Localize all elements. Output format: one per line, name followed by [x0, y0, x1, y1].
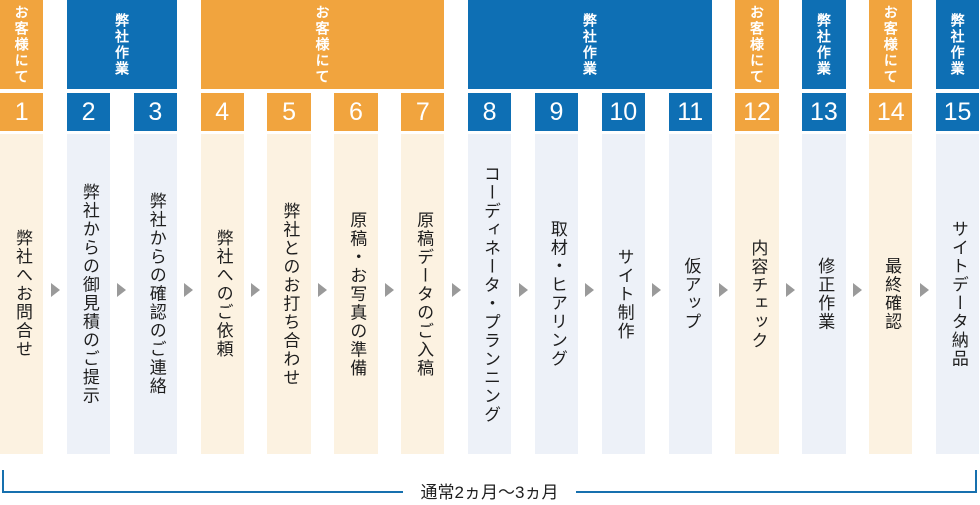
group-header-5: お客様にて	[735, 0, 779, 89]
step-label-column: サイト制作	[601, 134, 645, 454]
step-label-column: 弊社へお問合せ	[0, 134, 44, 454]
step-label: 弊社からの御見積のご提示	[79, 183, 99, 405]
step-label: 原稿データのご入稿	[414, 210, 434, 378]
flow-arrow-icon	[585, 283, 595, 297]
step-label: 弊社からの確認のご連絡	[146, 192, 166, 396]
step-number-box: 8	[467, 93, 512, 131]
step-number-box: 15	[935, 93, 980, 131]
step-number-box: 5	[267, 93, 311, 131]
group-label: お客様にて	[314, 4, 331, 85]
step-label: サイト制作	[614, 247, 634, 341]
bracket-tick-left	[2, 470, 4, 493]
step-label-column: 弊社からの御見積のご提示	[66, 134, 111, 454]
step-label: 弊社とのお打ち合わせ	[280, 201, 300, 387]
step-label-column: 内容チェック	[735, 134, 779, 454]
step-number-box: 2	[66, 93, 111, 131]
step-number-box: 11	[668, 93, 712, 131]
step-label: 原稿・お写真の準備	[347, 210, 367, 378]
step-label: 修正作業	[815, 257, 835, 331]
group-label: お客様にて	[13, 4, 30, 85]
step-label-column: 原稿・お写真の準備	[334, 134, 378, 454]
bracket-line-right	[576, 491, 978, 493]
step-number-box: 14	[869, 93, 913, 131]
timeline-label: 通常2ヵ月～3ヵ月	[420, 482, 559, 502]
group-label: お客様にて	[882, 4, 899, 85]
step-number-box: 9	[534, 93, 579, 131]
flow-arrow-icon	[117, 283, 127, 297]
step-label-column: 修正作業	[802, 134, 846, 454]
flow-arrow-icon	[384, 283, 394, 297]
step-number-box: 13	[802, 93, 846, 131]
step-number-box: 4	[200, 93, 244, 131]
group-header-8: 弊社作業	[935, 0, 980, 89]
step-label: 仮アップ	[681, 257, 701, 331]
step-number-box: 12	[735, 93, 779, 131]
flow-arrow-icon	[251, 283, 261, 297]
step-label-column: 取材・ヒアリング	[534, 134, 579, 454]
step-label: 弊社へのご依頼	[213, 229, 233, 359]
step-label-column: 弊社からの確認のご連絡	[133, 134, 178, 454]
step-label-column: 仮アップ	[668, 134, 712, 454]
step-label-column: 最終確認	[869, 134, 913, 454]
flow-arrow-icon	[50, 283, 60, 297]
group-header-7: お客様にて	[869, 0, 913, 89]
group-label: お客様にて	[749, 4, 766, 85]
flow-arrow-icon	[318, 283, 327, 297]
flow-arrow-icon	[785, 283, 795, 297]
group-header-2: 弊社作業	[66, 0, 178, 89]
timeline-bracket: 通常2ヵ月～3ヵ月	[2, 470, 978, 503]
flow-arrow-icon	[451, 283, 461, 297]
step-number-box: 10	[601, 93, 645, 131]
step-label-column: サイトデータ納品	[935, 134, 980, 454]
group-header-6: 弊社作業	[802, 0, 846, 89]
flow-arrow-icon	[652, 283, 662, 297]
group-label: 弊社作業	[949, 12, 966, 77]
step-label: 取材・ヒアリング	[547, 220, 567, 368]
flow-arrow-icon	[518, 283, 528, 297]
step-label-column: コーディネータ・プランニング	[467, 134, 512, 454]
flow-arrow-icon	[919, 283, 929, 297]
step-number-box: 3	[133, 93, 178, 131]
bracket-line-left	[2, 491, 403, 493]
flow-arrow-icon	[852, 283, 862, 297]
group-header-1: お客様にて	[0, 0, 44, 89]
step-number-box: 6	[334, 93, 378, 131]
flow-arrow-icon	[719, 283, 729, 297]
step-label: 弊社へお問合せ	[13, 229, 33, 359]
group-label: 弊社作業	[113, 12, 130, 77]
step-label: コーディネータ・プランニング	[480, 164, 500, 424]
group-label: 弊社作業	[815, 12, 832, 77]
step-number-box: 1	[0, 93, 44, 131]
step-label-column: 原稿データのご入稿	[401, 134, 445, 454]
step-label: 内容チェック	[748, 238, 768, 350]
bracket-tick-right	[975, 470, 977, 493]
flow-arrow-icon	[184, 283, 194, 297]
step-label-column: 弊社へのご依頼	[200, 134, 244, 454]
group-header-3: お客様にて	[200, 0, 445, 89]
step-label: サイトデータ納品	[948, 220, 968, 368]
step-label-column: 弊社とのお打ち合わせ	[267, 134, 311, 454]
step-number-box: 7	[401, 93, 445, 131]
step-label: 最終確認	[882, 257, 902, 331]
group-label: 弊社作業	[581, 12, 598, 77]
bracket-line: 通常2ヵ月～3ヵ月	[2, 481, 978, 503]
group-header-4: 弊社作業	[467, 0, 712, 89]
